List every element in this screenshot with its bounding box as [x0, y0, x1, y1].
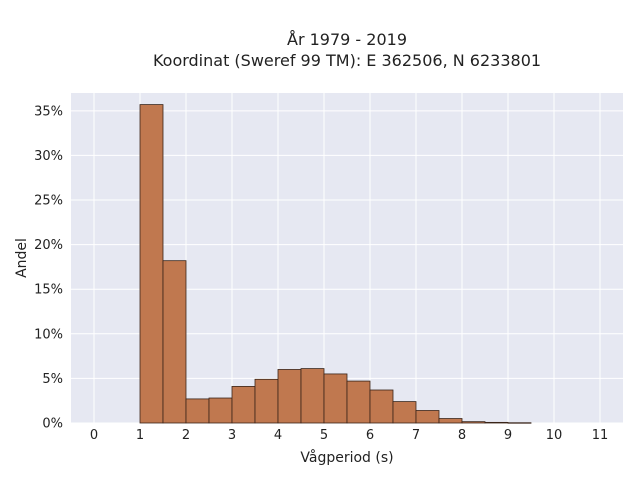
- histogram-bar: [415, 410, 440, 424]
- histogram-bars: [139, 104, 532, 424]
- histogram-bar: [185, 398, 210, 424]
- x-tick-labels: 0 1 2 3 4 5 6 7 8 9 10 11: [90, 428, 608, 443]
- y-tick-label: 0%: [42, 417, 63, 432]
- x-tick-label: 11: [592, 428, 609, 443]
- x-tick-label: 0: [90, 428, 98, 443]
- x-tick-label: 3: [228, 428, 236, 443]
- y-tick-label: 25%: [34, 194, 63, 209]
- x-tick-label: 1: [136, 428, 144, 443]
- chart-title-line-1: År 1979 - 2019: [287, 30, 407, 49]
- histogram-bar: [346, 380, 371, 424]
- x-tick-label: 8: [458, 428, 466, 443]
- x-tick-label: 10: [546, 428, 563, 443]
- histogram-bar: [461, 421, 486, 424]
- histogram-bar: [323, 373, 348, 424]
- histogram-bar: [300, 368, 325, 424]
- x-tick-label: 4: [274, 428, 282, 443]
- y-axis-label: Andel: [14, 238, 30, 278]
- x-tick-label: 2: [182, 428, 190, 443]
- histogram-bar: [277, 369, 302, 424]
- chart-title-line-2: Koordinat (Sweref 99 TM): E 362506, N 62…: [153, 51, 541, 70]
- histogram-bar: [438, 418, 463, 424]
- histogram-bar: [162, 260, 187, 424]
- x-tick-label: 9: [504, 428, 512, 443]
- x-tick-label: 5: [320, 428, 328, 443]
- histogram-bar: [139, 104, 164, 424]
- x-tick-label: 7: [412, 428, 420, 443]
- x-axis-label: Vågperiod (s): [300, 449, 393, 466]
- y-tick-label: 5%: [42, 372, 63, 387]
- y-tick-label: 10%: [34, 327, 63, 342]
- y-tick-labels: 0% 5% 10% 15% 20% 25% 30% 35%: [34, 104, 63, 431]
- y-tick-label: 15%: [34, 283, 63, 298]
- histogram-bar: [254, 378, 279, 424]
- histogram-bar: [507, 422, 532, 424]
- x-tick-label: 6: [366, 428, 374, 443]
- histogram-bar: [484, 421, 509, 424]
- y-tick-label: 30%: [34, 149, 63, 164]
- histogram-bar: [369, 389, 394, 424]
- y-tick-label: 35%: [34, 104, 63, 119]
- y-tick-label: 20%: [34, 238, 63, 253]
- histogram-bar: [392, 401, 417, 424]
- histogram-bar: [231, 386, 256, 424]
- histogram-bar: [208, 397, 233, 424]
